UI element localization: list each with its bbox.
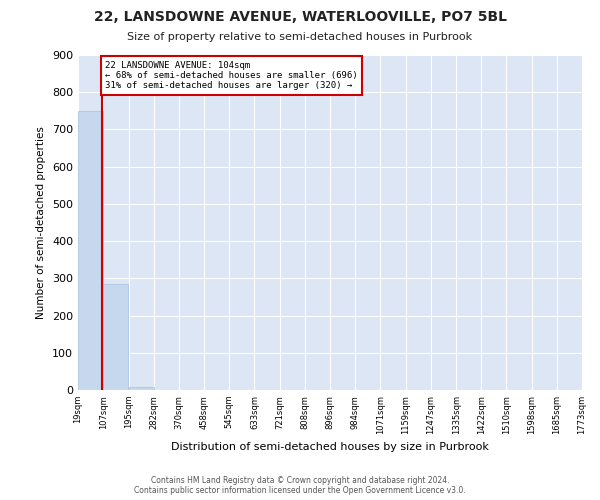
Text: 22, LANSDOWNE AVENUE, WATERLOOVILLE, PO7 5BL: 22, LANSDOWNE AVENUE, WATERLOOVILLE, PO7…: [94, 10, 506, 24]
Text: Contains HM Land Registry data © Crown copyright and database right 2024.
Contai: Contains HM Land Registry data © Crown c…: [134, 476, 466, 495]
Bar: [103, 284, 128, 390]
Text: 22 LANSDOWNE AVENUE: 104sqm
← 68% of semi-detached houses are smaller (696)
31% : 22 LANSDOWNE AVENUE: 104sqm ← 68% of sem…: [105, 60, 358, 90]
Y-axis label: Number of semi-detached properties: Number of semi-detached properties: [37, 126, 46, 319]
X-axis label: Distribution of semi-detached houses by size in Purbrook: Distribution of semi-detached houses by …: [171, 442, 489, 452]
Text: Size of property relative to semi-detached houses in Purbrook: Size of property relative to semi-detach…: [127, 32, 473, 42]
Bar: [78, 111, 103, 390]
Bar: [128, 387, 154, 390]
